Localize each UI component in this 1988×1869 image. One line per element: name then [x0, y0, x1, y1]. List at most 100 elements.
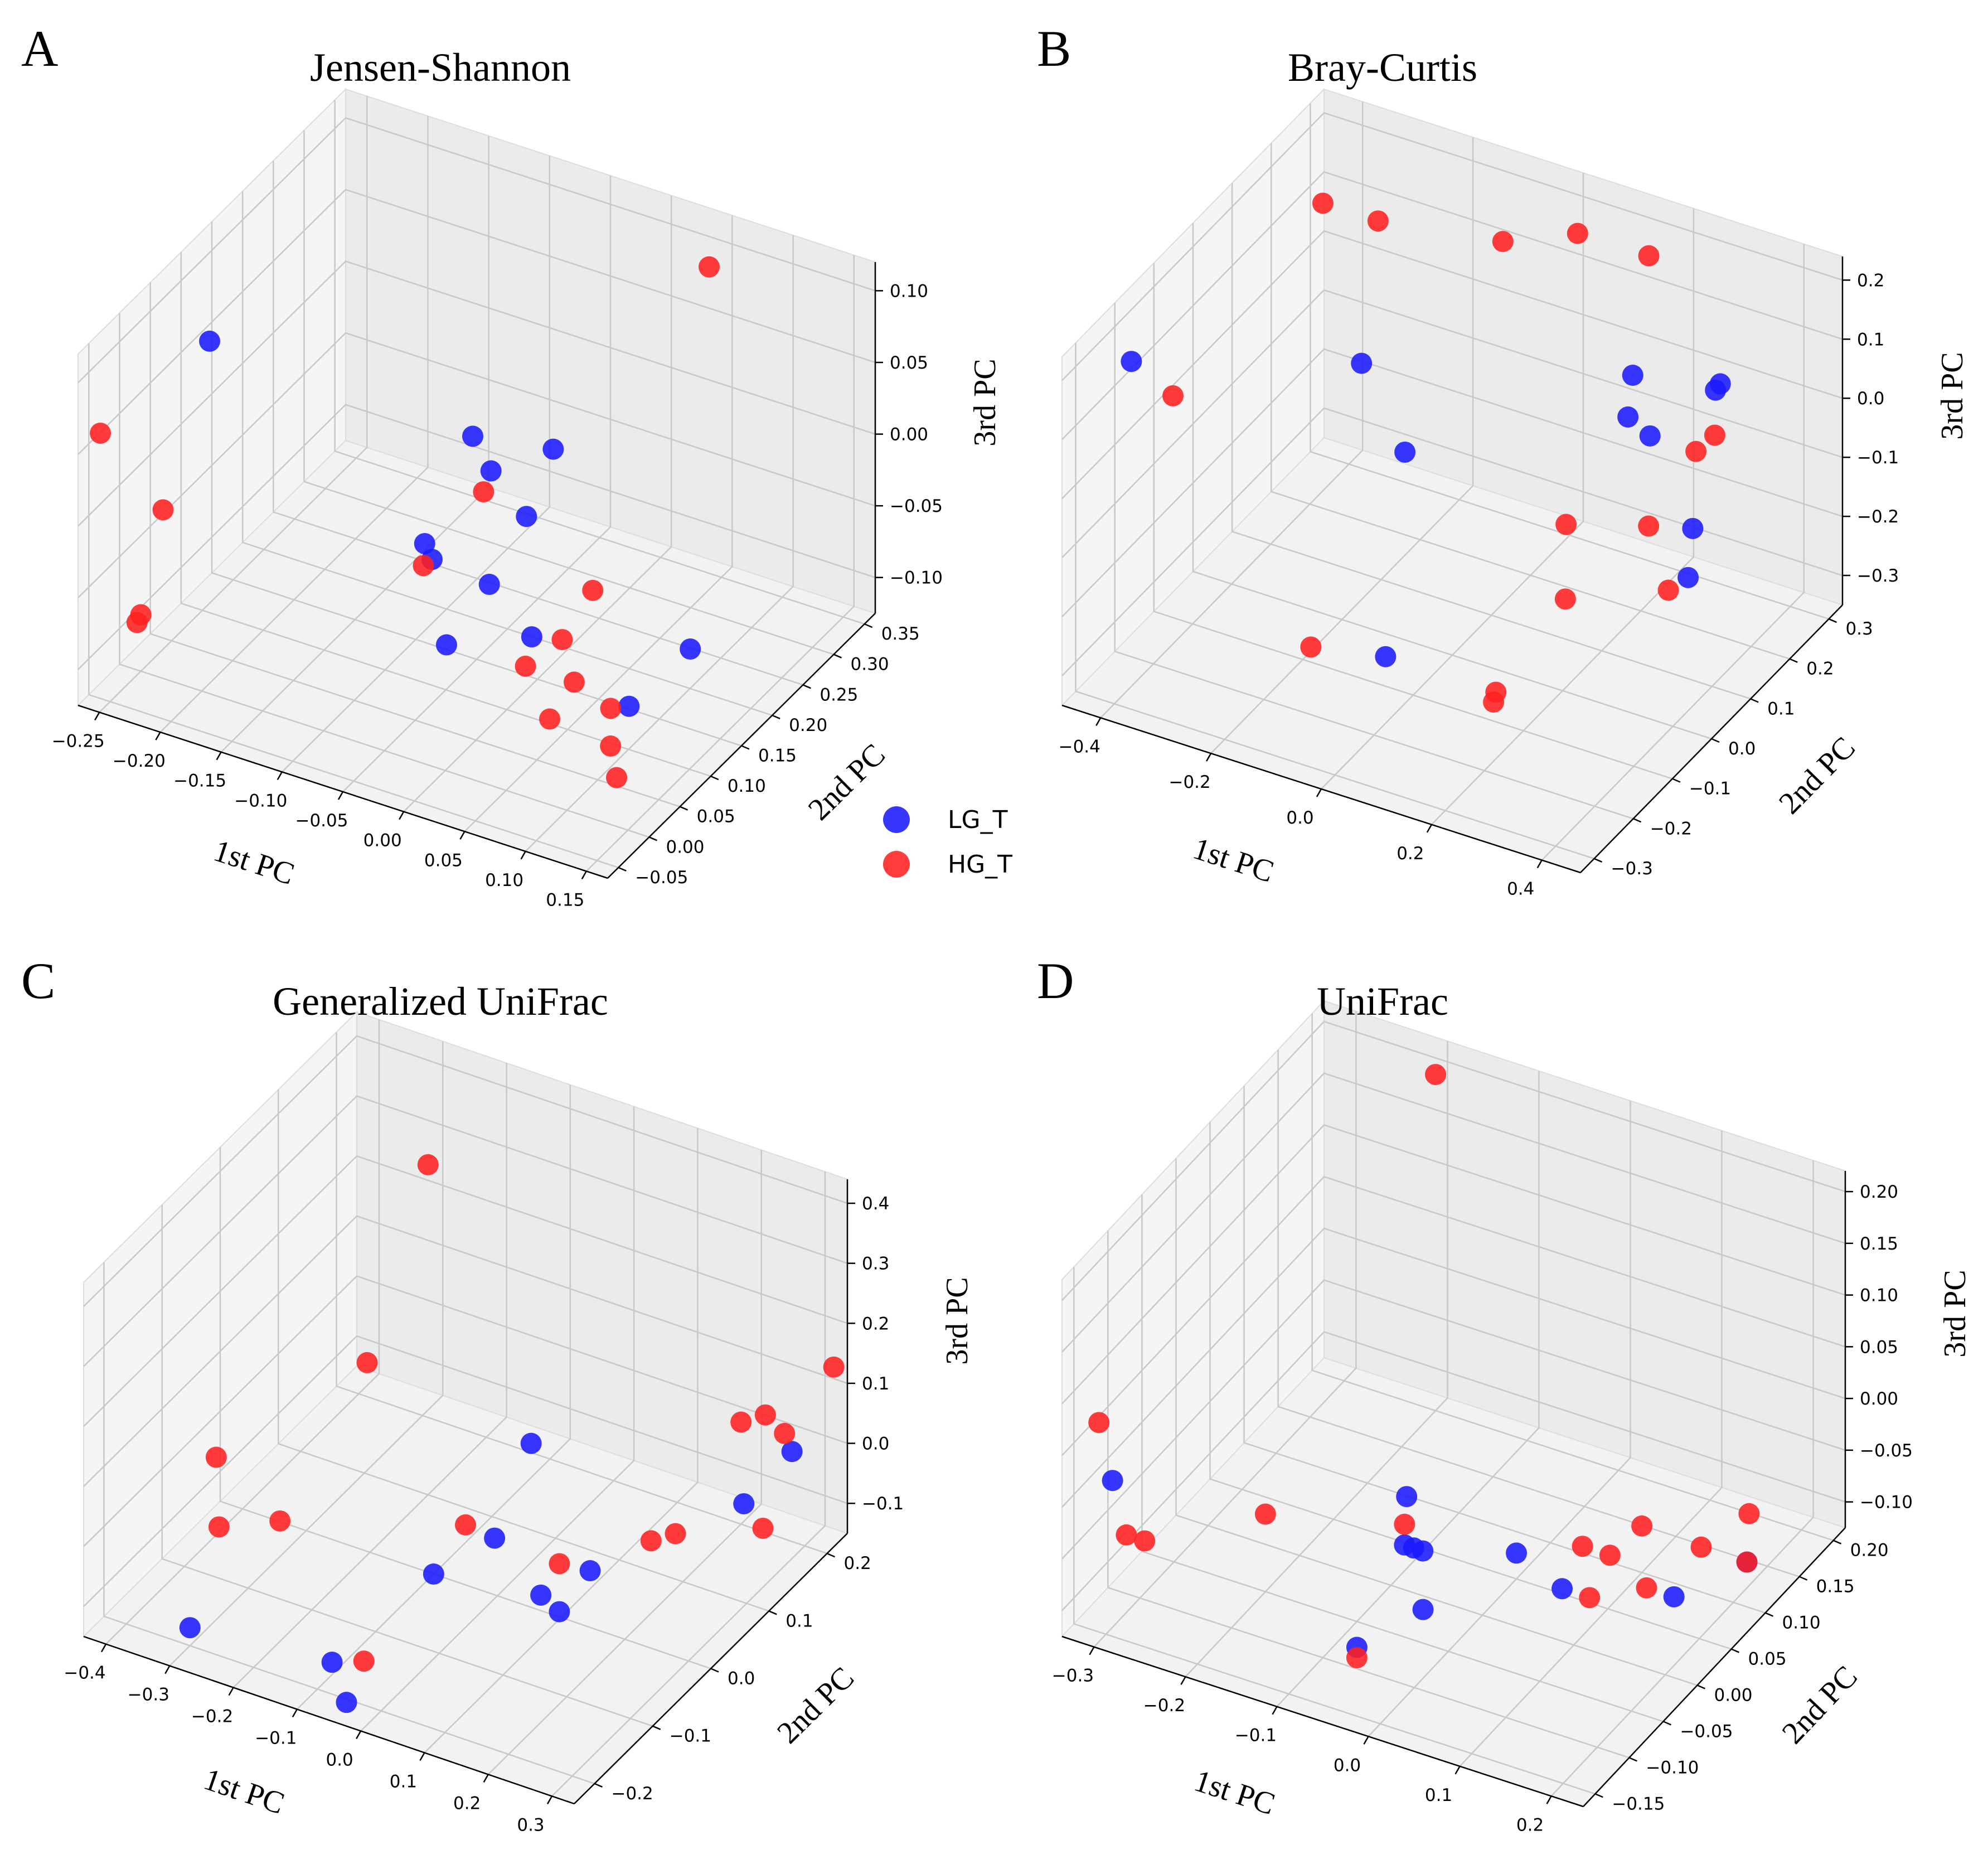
x-gridline: [105, 1019, 380, 1645]
y-gridline: [278, 1090, 769, 1612]
side-pane: [1061, 999, 1325, 1638]
z-gridline: [1061, 230, 1843, 500]
x-tick-label: 0.2: [453, 1793, 481, 1813]
x-gridline: [487, 1150, 762, 1775]
point-lg-t: [733, 1493, 755, 1514]
z-tick-label: 0.2: [862, 1314, 889, 1334]
panel-B: −0.4 −0.2 0.0 0.2 0.4 −0.3 −0.2 −0.1 0.0 0.1 0.2 0.…: [1037, 20, 1970, 899]
x-tick-label: 0.3: [517, 1815, 544, 1835]
panel-A: −0.25 −0.20 −0.15 −0.10 −0.05 0.00 0.05 0.10 0.1…: [21, 20, 1002, 911]
point-hg-t: [1088, 1412, 1110, 1434]
y-gridline: [119, 313, 649, 838]
z-tick-label: 0.1: [1857, 330, 1884, 350]
point-hg-t: [356, 1352, 378, 1373]
x-gridline: [159, 116, 429, 733]
x-gridline: [585, 255, 855, 872]
x-gridline: [464, 215, 733, 832]
z-gridline: [1061, 1072, 1846, 1353]
panel-letter: D: [1037, 952, 1074, 1009]
point-hg-t: [1134, 1530, 1156, 1552]
point-lg-t: [1102, 1470, 1123, 1492]
x-gridline: [1431, 208, 1695, 825]
z-gridline: [83, 1335, 848, 1607]
point-hg-t: [1300, 636, 1322, 658]
x-axis-label: 1st PC: [1190, 1763, 1279, 1822]
y-gridline: [1153, 263, 1673, 779]
y-gridline: [103, 1262, 595, 1785]
point-hg-t: [1599, 1544, 1621, 1566]
z-tick-label: 0.3: [862, 1254, 889, 1274]
point-hg-t: [1579, 1587, 1601, 1609]
y-gridline: [88, 343, 619, 869]
x-gridline: [281, 156, 551, 773]
x-axis-line: [1061, 1635, 1584, 1808]
x-tick-label: −0.4: [1059, 737, 1100, 757]
y-axis-label: 2nd PC: [1776, 1659, 1864, 1751]
point-lg-t: [530, 1584, 552, 1606]
x-tick-label: −0.15: [173, 771, 226, 791]
y-tick-label: 0.2: [844, 1553, 871, 1573]
point-hg-t: [539, 708, 561, 730]
z-tick-label: 0.0: [862, 1434, 889, 1454]
z-gridline: [1061, 407, 1843, 676]
point-hg-t: [353, 1650, 375, 1672]
x-tick-label: −0.1: [255, 1728, 297, 1749]
y-tick-label: 0.35: [881, 624, 920, 644]
x-gridline: [525, 235, 794, 852]
point-hg-t: [549, 1553, 570, 1575]
point-hg-t: [1657, 579, 1679, 601]
point-hg-t: [90, 422, 111, 444]
x-gridline: [232, 1063, 507, 1688]
y-gridline: [1311, 1013, 1834, 1541]
y-tick-label: −0.2: [611, 1784, 653, 1804]
y-tick-label: 0.20: [1850, 1541, 1889, 1561]
y-gridline: [303, 130, 834, 655]
y-axis-label: 2nd PC: [1772, 730, 1862, 821]
z-axis-label: 3rd PC: [940, 1277, 974, 1364]
point-lg-t: [1682, 517, 1704, 539]
point-hg-t: [1638, 245, 1660, 267]
y-gridline: [273, 161, 803, 686]
point-hg-t: [126, 612, 148, 633]
z-tick-label: 0.10: [1860, 1286, 1898, 1306]
point-hg-t: [752, 1517, 774, 1539]
point-hg-t: [1425, 1064, 1447, 1086]
x-tick-label: 0.4: [1507, 879, 1534, 899]
point-hg-t: [600, 698, 622, 719]
z-gridline: [77, 117, 876, 384]
y-tick-label: −0.1: [1689, 779, 1731, 799]
x-gridline: [1541, 244, 1805, 861]
point-lg-t: [618, 695, 640, 717]
x-gridline: [1368, 1101, 1631, 1737]
y-tick-label: 0.1: [785, 1611, 813, 1631]
point-lg-t: [1617, 406, 1639, 428]
y-gridline: [1073, 1267, 1596, 1795]
z-gridline: [77, 260, 876, 527]
y-tick-label: −0.15: [1612, 1794, 1665, 1814]
y-tick-label: −0.10: [1646, 1757, 1699, 1778]
point-lg-t: [1121, 351, 1142, 372]
x-tick-label: −0.10: [234, 791, 287, 811]
y-tick-label: 0.15: [1816, 1577, 1855, 1597]
y-gridline: [1310, 103, 1829, 620]
point-lg-t: [1412, 1599, 1434, 1620]
point-lg-t: [579, 1560, 601, 1582]
y-gridline: [1243, 1086, 1766, 1614]
x-gridline: [551, 1171, 826, 1797]
y-tick-label: 0.2: [1806, 659, 1834, 679]
y-gridline: [1277, 1049, 1800, 1577]
point-lg-t: [1622, 365, 1643, 386]
panel-C: −0.4 −0.3 −0.2 −0.1 0.0 0.1 0.2 0.3 −0.2 −0.1 0.0 0…: [21, 952, 974, 1835]
point-hg-t: [1312, 192, 1334, 214]
point-lg-t: [321, 1652, 343, 1673]
z-tick-label: −0.05: [890, 496, 943, 516]
x-tick-label: −0.2: [1143, 1696, 1185, 1716]
point-hg-t: [1638, 515, 1660, 537]
z-gridline: [1061, 1279, 1846, 1560]
y-axis-label: 2nd PC: [770, 1660, 861, 1750]
point-lg-t: [414, 532, 435, 554]
y-gridline: [219, 1147, 711, 1669]
point-hg-t: [1554, 588, 1576, 610]
point-hg-t: [563, 671, 585, 693]
point-hg-t: [1346, 1647, 1368, 1669]
